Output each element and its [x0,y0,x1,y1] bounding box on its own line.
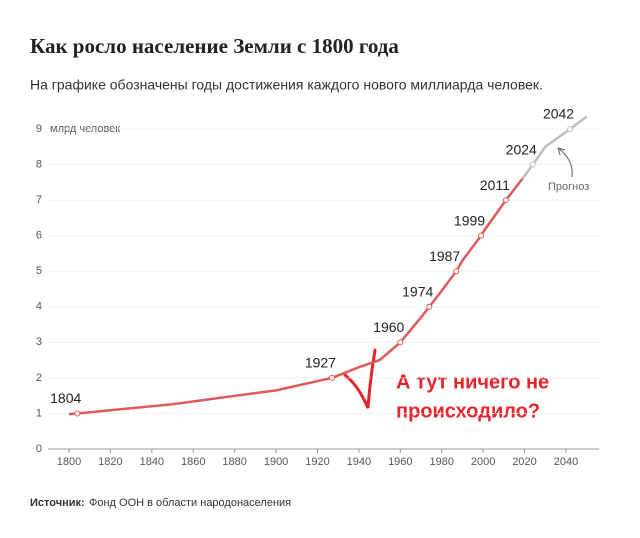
milestone-label: 1999 [454,212,485,228]
y-tick-label: 3 [36,336,42,348]
milestone-point [74,410,81,417]
x-tick-label: 1900 [264,456,288,468]
milestone-label: 2042 [543,106,574,122]
x-tick-label: 2000 [471,456,495,468]
milestone-point [397,339,404,346]
milestone-label: 2024 [506,141,537,157]
milestone-point [567,126,574,132]
source: Фонд ООН в области народонаселения [89,497,291,509]
milestone-label: 1960 [373,319,404,335]
y-tick-label: 4 [36,301,42,313]
chart-subtitle: На графике обозначены годы достижения ка… [30,77,543,93]
milestone-point [529,161,536,168]
y-tick-label: 0 [36,443,42,455]
source-label: Источник: [30,497,85,509]
milestone-point [426,303,433,310]
x-tick-label: 1920 [305,456,329,468]
x-tick-label: 1800 [57,456,81,468]
y-tick-label: 1 [36,407,42,419]
y-tick-label: 9 [36,123,42,135]
milestone-point [502,197,509,204]
milestone-point [478,232,485,239]
line [521,115,588,180]
milestone-point [453,268,460,275]
x-tick-label: 2040 [554,456,578,468]
x-tick-label: 1940 [347,456,371,468]
milestone-point [328,374,335,381]
x-tick-label: 2020 [512,456,536,468]
x-tick-label: 1980 [429,456,453,468]
annotation: происходило? [396,400,540,422]
check-mark [343,348,377,409]
milestone-label: 1974 [402,283,433,299]
x-tick-label: 1880 [222,456,246,468]
y-tick-label: 6 [36,230,42,242]
y-tick-label: 5 [36,265,42,277]
y-tick-label: 7 [36,194,42,206]
y-tick-label: 2 [36,372,42,384]
chart-title: Как росло население Земли с 1800 года [30,34,399,58]
x-tick-label: 1860 [181,456,205,468]
x-tick-label: 1840 [140,456,164,468]
annotation: А тут ничего не [396,371,549,393]
y-tick-label: 8 [36,158,42,170]
x-tick-label: 1820 [98,456,122,468]
forecast-label: Прогноз [548,181,589,193]
milestone-label: 1804 [50,390,81,406]
forecast-arrow [557,147,573,178]
x-tick-label: 1960 [388,456,412,468]
milestone-label: 1927 [305,355,336,371]
milestone-label: 2011 [480,177,510,193]
milestone-label: 1987 [429,248,460,264]
